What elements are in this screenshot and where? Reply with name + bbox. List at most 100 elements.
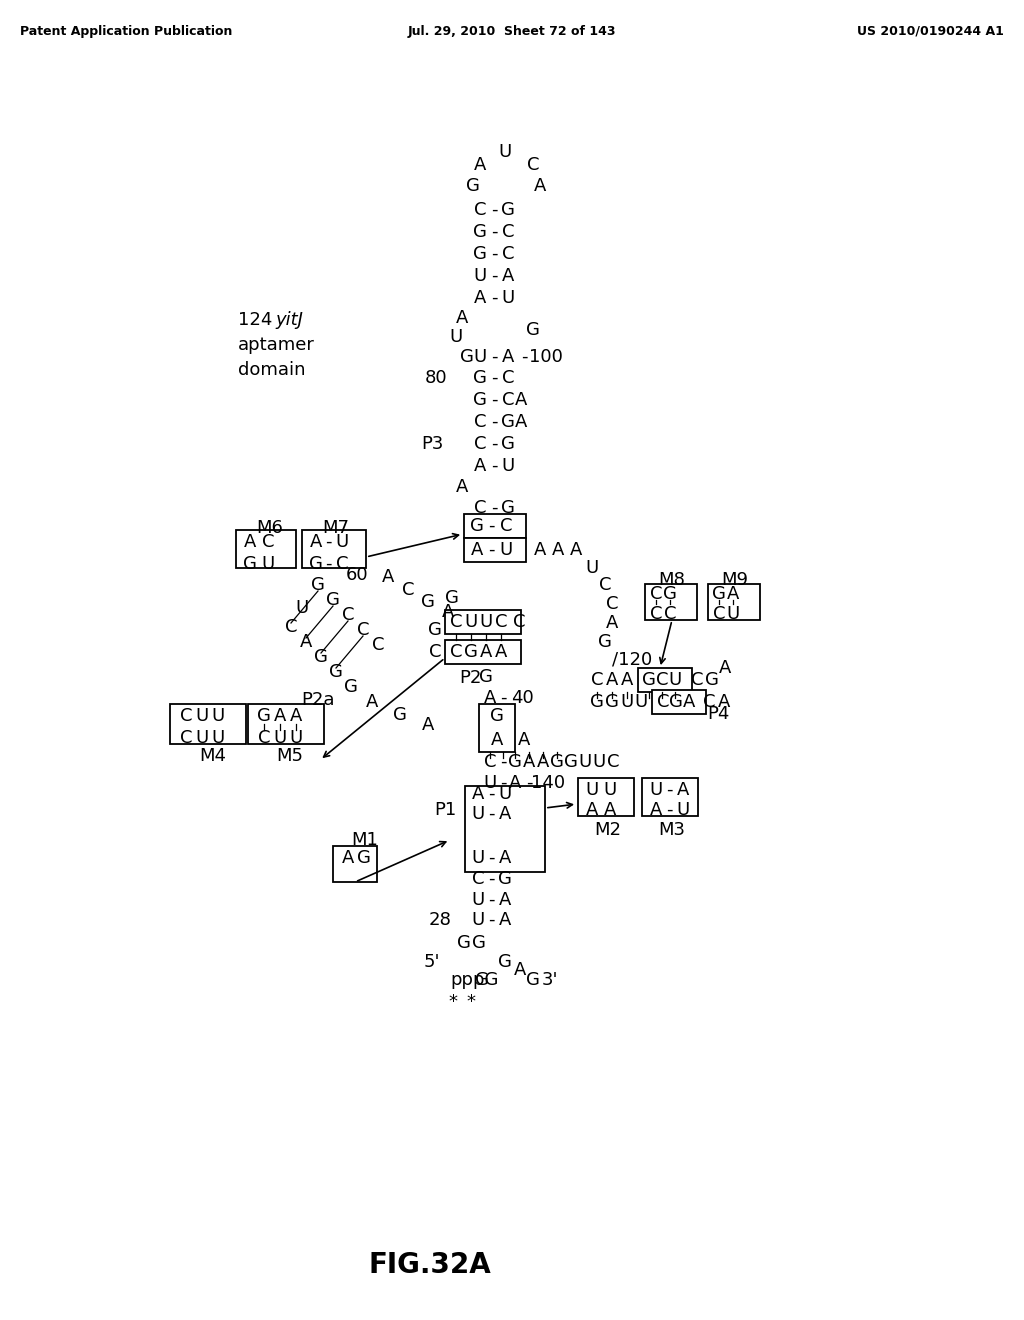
Text: A: A (677, 781, 689, 799)
Text: A: A (474, 457, 486, 475)
Text: A: A (518, 731, 530, 748)
Text: A: A (456, 478, 468, 496)
Text: A: A (366, 693, 378, 711)
Text: yitJ: yitJ (275, 312, 303, 329)
Bar (464, 513, 526, 539)
Text: U: U (483, 774, 497, 792)
Text: -: - (487, 805, 495, 822)
Text: G: G (490, 708, 504, 725)
Text: C: C (474, 201, 486, 219)
Text: U: U (635, 693, 647, 711)
Text: -: - (487, 891, 495, 909)
Text: C: C (526, 156, 540, 174)
Bar (645, 583, 697, 620)
Text: G: G (526, 972, 540, 989)
Text: U: U (603, 781, 616, 799)
Text: U: U (592, 752, 605, 771)
Text: G: G (501, 413, 515, 432)
Text: 60: 60 (345, 566, 368, 583)
Text: A: A (502, 267, 514, 285)
Text: A: A (502, 348, 514, 366)
Text: A: A (244, 533, 256, 550)
Text: G: G (706, 671, 719, 689)
Text: G: G (464, 643, 478, 661)
Text: A: A (474, 289, 486, 308)
Text: C: C (650, 585, 663, 603)
Text: G: G (473, 246, 487, 263)
Text: C: C (591, 671, 603, 689)
Bar (302, 531, 366, 568)
Text: G: G (590, 693, 604, 711)
Text: -: - (490, 246, 498, 263)
Text: U: U (261, 554, 274, 573)
Text: G: G (329, 663, 343, 681)
Text: G: G (393, 706, 407, 723)
Bar (638, 668, 692, 692)
Text: -: - (487, 911, 495, 929)
Text: U: U (473, 348, 486, 366)
Text: A: A (514, 961, 526, 979)
Text: -: - (325, 533, 331, 550)
Text: U: U (211, 729, 224, 747)
Bar (445, 640, 521, 664)
Text: G: G (470, 517, 484, 535)
Text: U: U (726, 605, 739, 623)
Text: G: G (501, 436, 515, 453)
Text: A: A (718, 693, 730, 711)
Text: C: C (336, 554, 348, 573)
Text: C: C (656, 693, 670, 711)
Text: -: - (521, 348, 527, 366)
Text: U: U (273, 729, 287, 747)
Text: -: - (666, 781, 672, 799)
Text: G: G (460, 348, 474, 366)
Text: U: U (290, 729, 303, 747)
Text: C: C (450, 612, 462, 631)
Text: U: U (464, 612, 477, 631)
Text: Jul. 29, 2010  Sheet 72 of 143: Jul. 29, 2010 Sheet 72 of 143 (408, 25, 616, 38)
Text: G: G (526, 321, 540, 339)
Text: C: C (474, 499, 486, 517)
Text: C: C (258, 729, 270, 747)
Text: U: U (500, 541, 513, 558)
Text: A: A (472, 785, 484, 803)
Bar (479, 704, 515, 752)
Text: 28: 28 (429, 911, 452, 929)
Text: A: A (310, 533, 323, 550)
Text: A: A (499, 891, 511, 909)
Text: A: A (552, 541, 564, 558)
Text: -: - (490, 457, 498, 475)
Text: A: A (606, 671, 618, 689)
Text: M2: M2 (595, 821, 622, 840)
Text: C: C (483, 752, 497, 771)
Text: U: U (586, 558, 599, 577)
Text: *: * (449, 993, 458, 1011)
Text: C: C (472, 870, 484, 888)
Bar (170, 704, 246, 744)
Text: -: - (487, 541, 495, 558)
Text: C: C (474, 436, 486, 453)
Text: U: U (499, 785, 512, 803)
Text: A: A (604, 801, 616, 818)
Text: U: U (677, 801, 689, 818)
Text: FIG.32A: FIG.32A (369, 1251, 492, 1279)
Text: G: G (344, 678, 358, 696)
Text: G: G (243, 554, 257, 573)
Text: A: A (515, 391, 527, 409)
Text: C: C (450, 643, 462, 661)
Text: A: A (534, 177, 546, 195)
Text: C: C (655, 671, 669, 689)
Text: C: C (401, 581, 415, 599)
Text: C: C (502, 391, 514, 409)
Text: -: - (490, 436, 498, 453)
Text: P1: P1 (434, 801, 456, 818)
Text: U: U (502, 457, 515, 475)
Text: A: A (683, 693, 695, 711)
Text: C: C (513, 612, 525, 631)
Text: U: U (211, 708, 224, 725)
Text: A: A (499, 805, 511, 822)
Text: G: G (457, 935, 471, 952)
Text: M4: M4 (200, 747, 226, 766)
Bar (578, 777, 634, 816)
Bar (652, 690, 706, 714)
Text: -: - (487, 870, 495, 888)
